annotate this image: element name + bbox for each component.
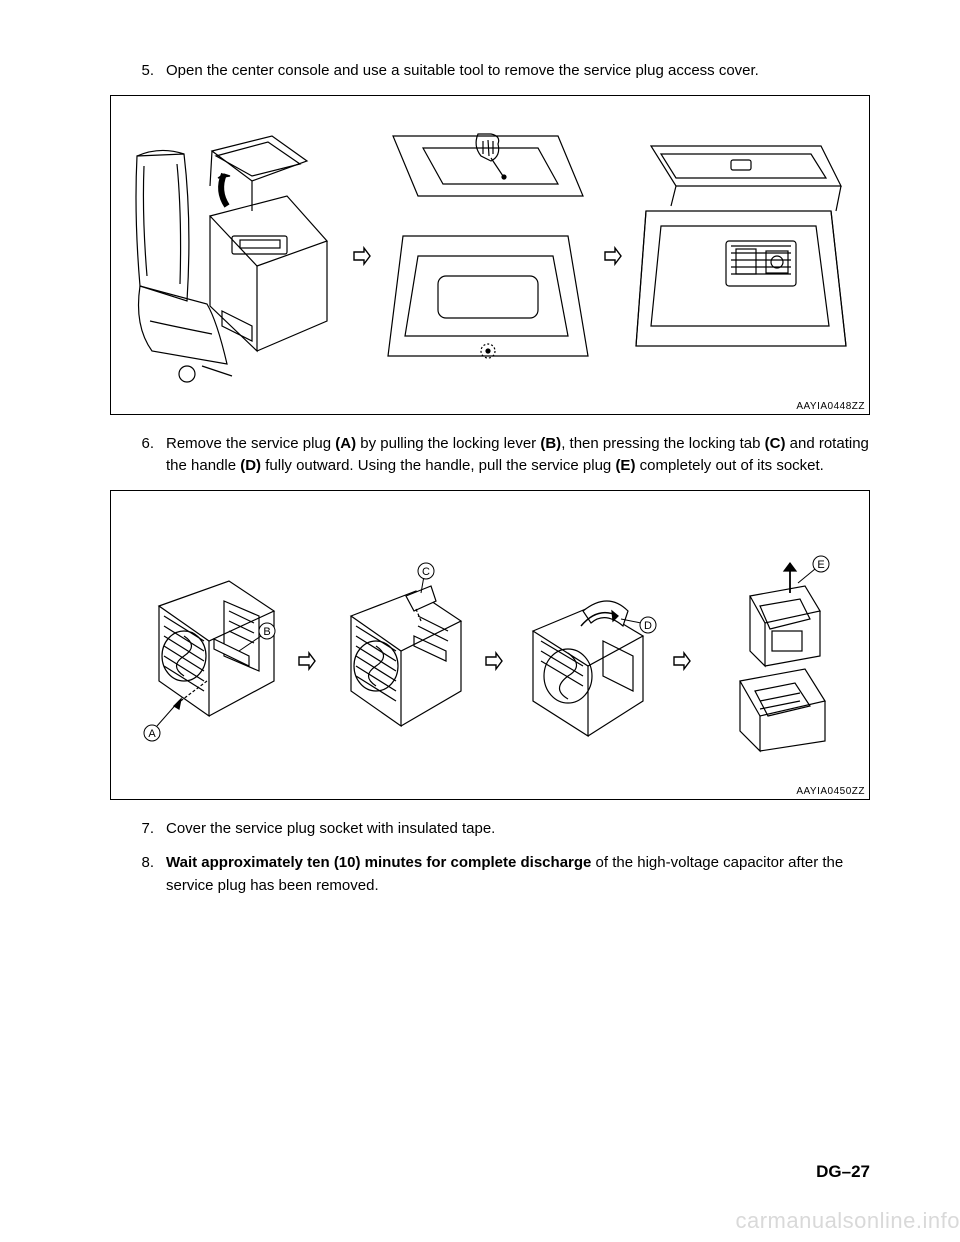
label-b: (B) [540,435,561,452]
watermark: carmanualsonline.info [735,1208,960,1234]
plug-step-c-illustration: C [326,561,476,761]
step-body: Wait approximately ten (10) minutes for … [166,852,870,897]
figure-1-panel-1 [129,126,344,386]
figure-1: AAYIA0448ZZ [110,95,870,415]
step-8: 8. Wait approximately ten (10) minutes f… [138,852,870,897]
sequence-arrow-icon [352,246,372,266]
figure-code: AAYIA0450ZZ [796,786,865,797]
figure-1-panel-3 [631,126,851,386]
text: fully outward. Using the handle, pull th… [261,457,615,474]
step-7: 7. Cover the service plug socket with in… [138,818,870,841]
figure-2-panel-1: B A [129,561,289,761]
step-number: 6. [138,433,166,478]
page: 5. Open the center console and use a sui… [0,0,960,1242]
page-footer: DG–27 [816,1162,870,1182]
text: , then pressing the locking tab [561,435,764,452]
figure-2: B A [110,490,870,800]
cover-removal-illustration [383,126,593,386]
callout-a: A [148,728,156,740]
figure-1-panel-2 [380,126,595,386]
figure-1-panels [129,118,851,394]
label-c: (C) [765,435,786,452]
label-e: (E) [615,457,635,474]
step-body: Cover the service plug socket with insul… [166,818,870,841]
step-text: Cover the service plug socket with insul… [166,820,495,837]
plug-step-d-illustration: D [513,561,663,761]
step-text: Open the center console and use a suitab… [166,62,759,79]
text: by pulling the locking lever [356,435,540,452]
callout-c: C [422,566,430,578]
figure-2-panel-3: D [512,561,663,761]
sequence-arrow-icon [603,246,623,266]
step-5: 5. Open the center console and use a sui… [138,60,870,83]
plug-step-ab-illustration: B A [129,561,289,761]
callout-e: E [818,559,825,571]
plug-step-e-illustration: E [710,551,840,771]
figure-2-panels: B A [129,513,851,779]
sequence-arrow-icon [484,651,504,671]
sequence-arrow-icon [297,651,317,671]
step-number: 5. [138,60,166,83]
figure-2-panel-2: C [325,561,476,761]
step-body: Open the center console and use a suitab… [166,60,870,83]
step-6: 6. Remove the service plug (A) by pullin… [138,433,870,478]
callout-b: B [263,626,270,638]
console-open-illustration [132,126,342,386]
figure-2-panel-4: E [700,551,851,771]
step-body: Remove the service plug (A) by pulling t… [166,433,870,478]
label-d: (D) [240,457,261,474]
sequence-arrow-icon [672,651,692,671]
label-a: (A) [335,435,356,452]
bold-text: Wait approximately ten (10) minutes for … [166,854,591,871]
text: completely out of its socket. [635,457,823,474]
callout-d: D [644,620,652,632]
text: Remove the service plug [166,435,335,452]
exposed-plug-illustration [631,126,851,386]
figure-code: AAYIA0448ZZ [796,401,865,412]
step-number: 7. [138,818,166,841]
step-number: 8. [138,852,166,897]
